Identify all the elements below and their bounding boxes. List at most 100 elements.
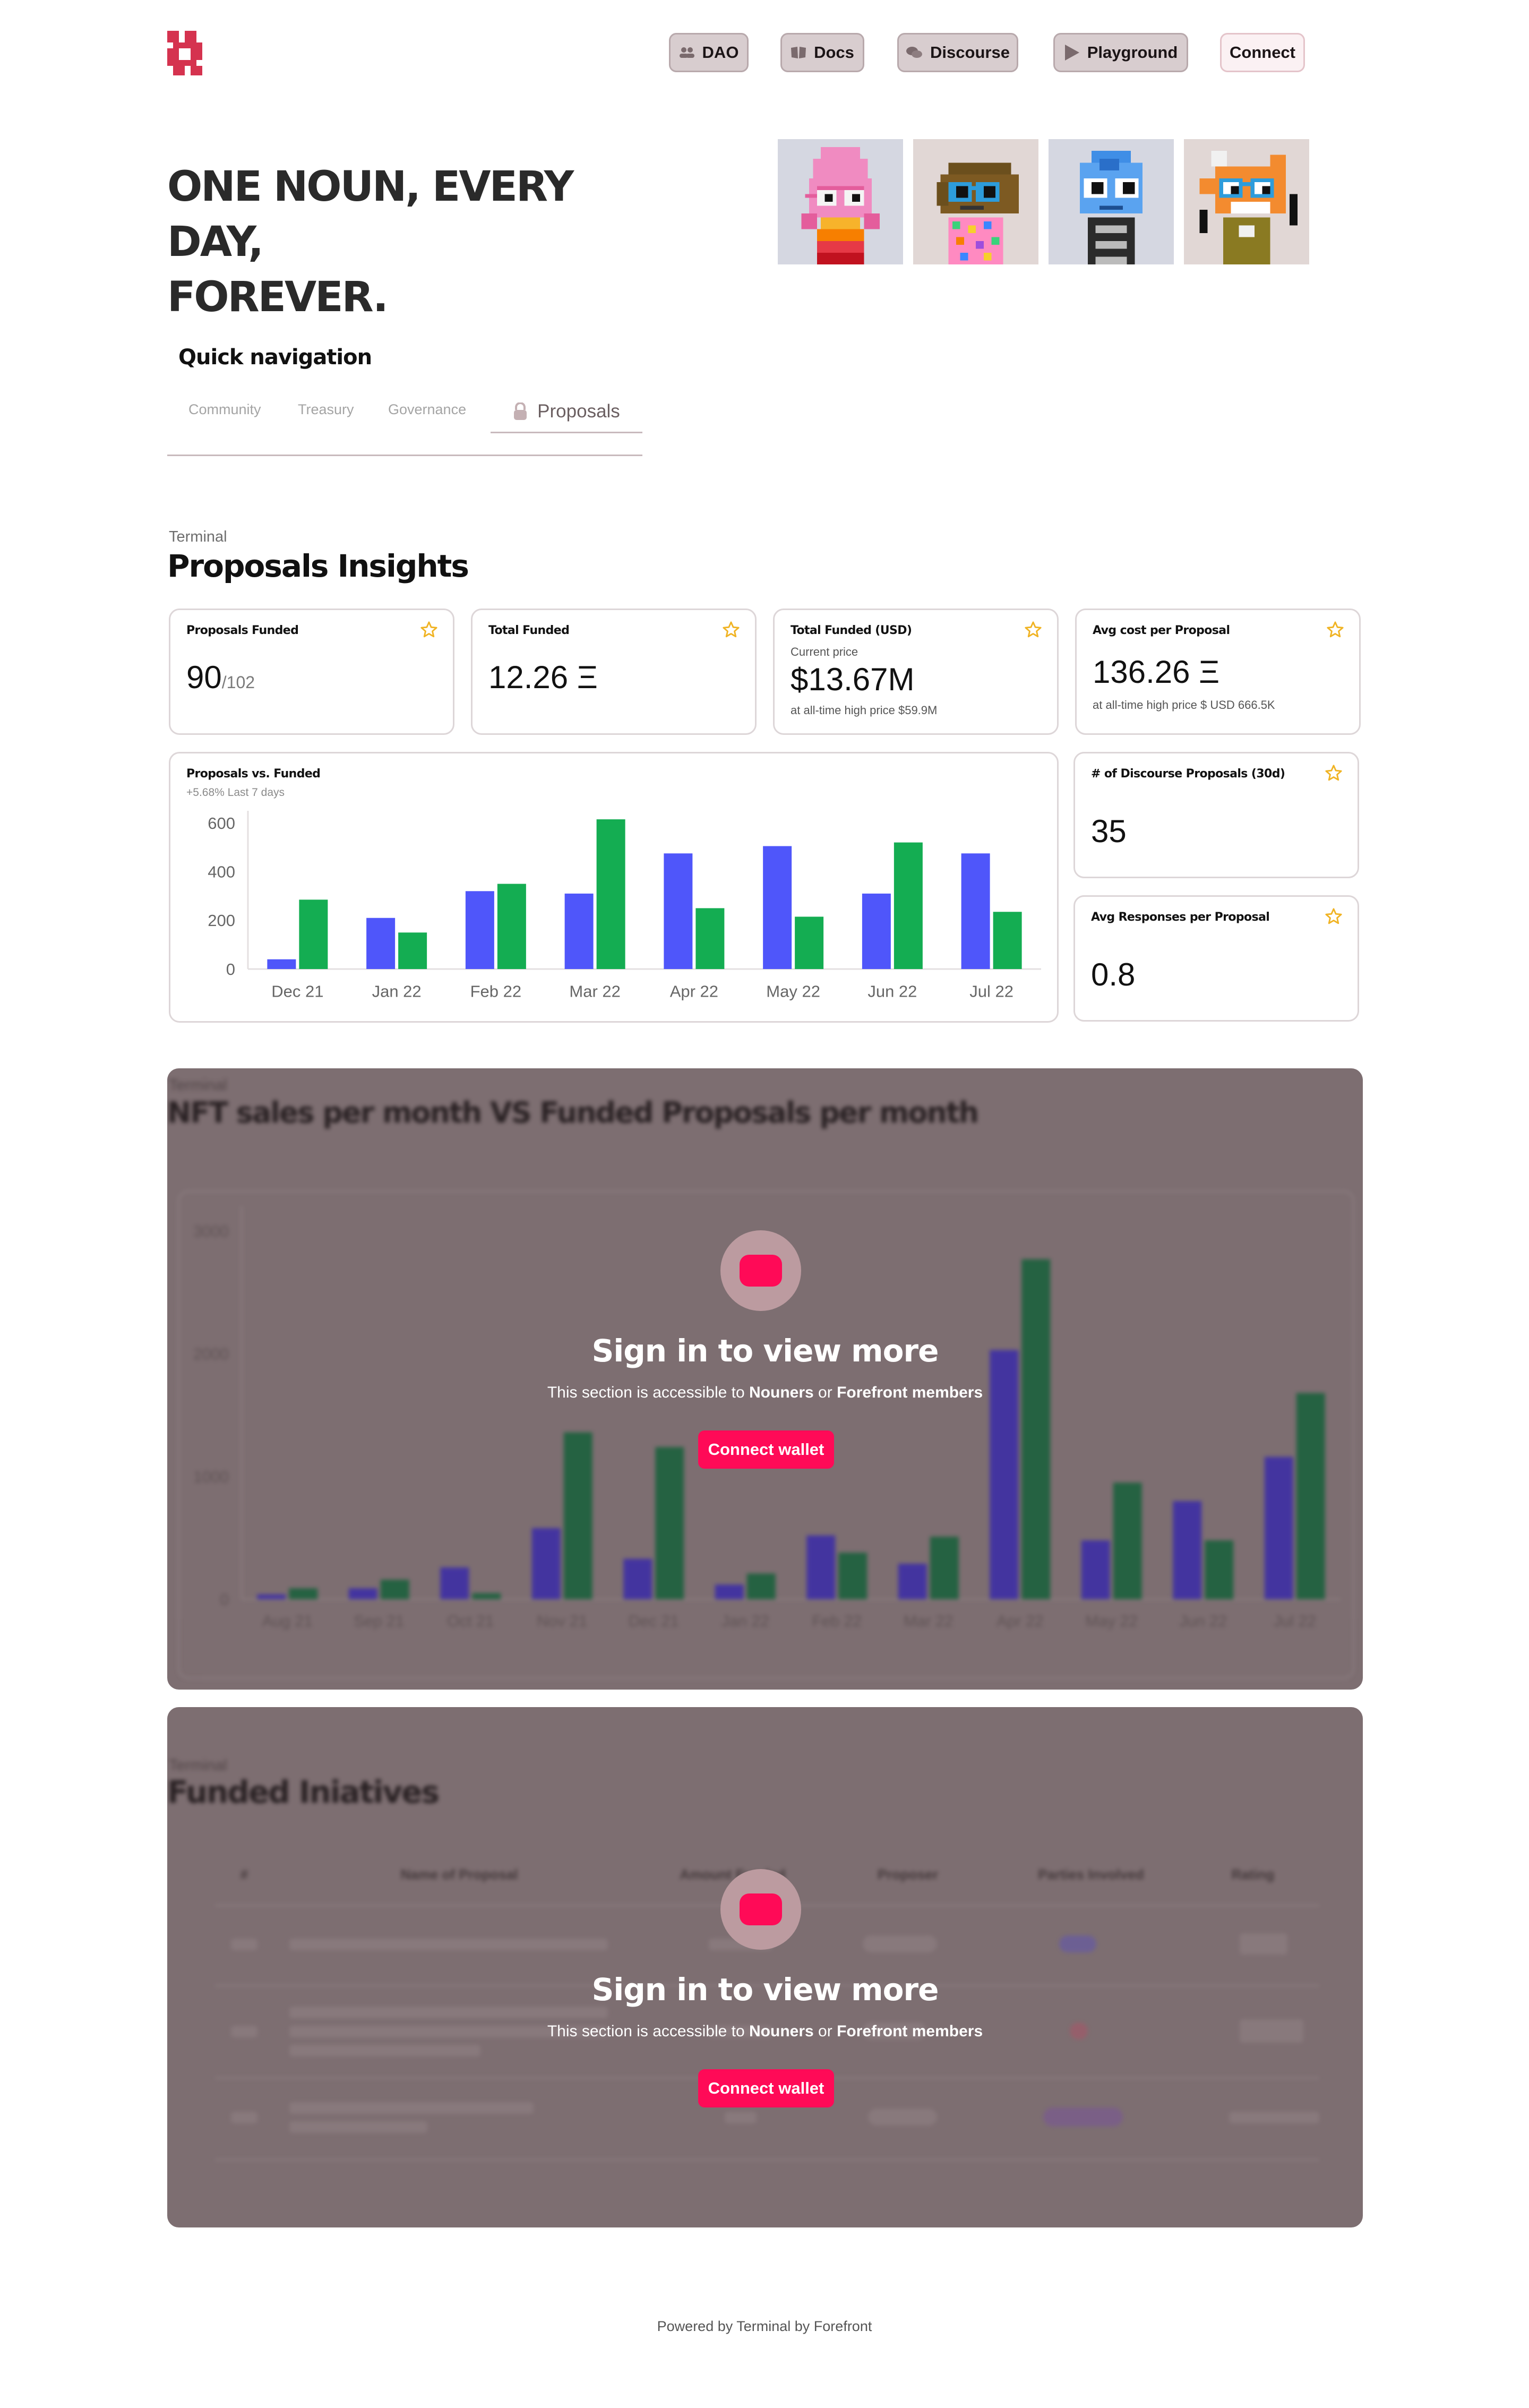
nav-discourse-button[interactable]: Discourse [897,33,1018,72]
users-icon [679,47,694,58]
bar-2-feb-22[interactable] [838,1553,867,1599]
bar-2-feb-22[interactable] [497,884,526,969]
x-tick-label: Feb 22 [812,1613,862,1630]
card-title: Avg cost per Proposal [1093,624,1230,637]
bar-2-apr-22[interactable] [1021,1259,1051,1599]
connect-button[interactable]: Connect [1220,33,1305,72]
bar-1-dec-21[interactable] [623,1558,652,1599]
hero-title-line1: ONE NOUN, EVERY DAY, [167,163,574,266]
card-title: # of Discourse Proposals (30d) [1091,767,1285,781]
card-proposals-funded: Proposals Funded 90/102 [169,609,454,735]
tab-governance[interactable]: Governance [388,401,467,417]
sign-in-or: or [818,2023,832,2040]
bar-1-jun-22[interactable] [862,893,891,969]
bar-1-jul-22[interactable] [1264,1456,1293,1599]
bar-2-oct-21[interactable] [472,1593,501,1599]
connect-label: Connect [1230,43,1295,62]
bar-2-may-22[interactable] [795,916,824,969]
tab-treasury[interactable]: Treasury [298,401,354,417]
star-icon[interactable] [1325,764,1343,782]
noun-avatar-3[interactable] [1048,139,1174,264]
star-icon[interactable] [420,621,438,639]
bar-1-aug-21[interactable] [257,1594,286,1599]
col-number: # [240,1866,248,1882]
nav-dao-button[interactable]: DAO [669,33,749,72]
bar-2-jan-22[interactable] [746,1573,776,1599]
connect-wallet-button[interactable]: Connect wallet [698,2069,834,2107]
bar-1-feb-22[interactable] [806,1535,836,1599]
sign-in-title: Sign in to view more [591,1972,939,2008]
bar-2-jan-22[interactable] [398,932,427,969]
x-tick-label: Mar 22 [904,1613,953,1630]
nouns-logo-icon[interactable] [167,31,202,75]
bar-2-nov-21[interactable] [563,1432,592,1600]
sign-in-text-prefix: This section is accessible to [547,1384,745,1401]
card-discourse-proposals: # of Discourse Proposals (30d) 35 [1073,752,1359,878]
play-icon [1064,45,1079,61]
bar-1-sep-21[interactable] [348,1588,377,1599]
card-title: Total Funded [488,624,570,637]
footer-text: Powered by Terminal by Forefront [657,2318,872,2334]
bar-1-feb-22[interactable] [465,891,494,969]
bar-1-dec-21[interactable] [267,959,296,969]
bar-2-aug-21[interactable] [289,1588,318,1599]
locked-chart-title: NFT sales per month VS Funded Proposals … [167,1096,979,1129]
bar-2-jul-22[interactable] [993,912,1022,969]
star-icon[interactable] [722,621,740,639]
bar-1-apr-22[interactable] [664,853,693,969]
card-value: 90/102 [186,659,255,696]
bar-1-mar-22[interactable] [564,893,594,969]
bar-2-dec-21[interactable] [299,899,328,969]
lock-icon [514,402,527,420]
bar-1-oct-21[interactable] [440,1567,469,1599]
tab-community[interactable]: Community [188,401,261,417]
connect-wallet-button[interactable]: Connect wallet [698,1430,834,1469]
y-tick-label: 0 [220,1591,229,1609]
x-tick-label: Feb 22 [470,982,522,1001]
bar-2-dec-21[interactable] [655,1447,684,1599]
bar-1-jul-22[interactable] [961,853,990,969]
bar-2-may-22[interactable] [1113,1482,1142,1599]
bar-2-jun-22[interactable] [894,842,923,969]
card-proposals-vs-funded-chart: Proposals vs. Funded +5.68% Last 7 days … [169,752,1059,1023]
bar-2-mar-22[interactable] [930,1537,959,1599]
bar-1-may-22[interactable] [763,846,792,969]
noun-avatar-4[interactable] [1183,139,1310,264]
bar-1-jan-22[interactable] [366,918,396,969]
noun-avatar-1[interactable] [777,139,904,264]
bar-2-apr-22[interactable] [695,908,725,969]
nav-playground-button[interactable]: Playground [1053,33,1188,72]
lock-icon [740,1893,782,1925]
bar-1-may-22[interactable] [1081,1540,1110,1599]
card-caption: Current price [791,645,858,658]
nav-discourse-label: Discourse [930,43,1010,62]
y-tick-label: 0 [226,960,235,979]
x-tick-label: Sep 21 [354,1613,404,1630]
card-total-funded-usd: Total Funded (USD) Current price $13.67M… [773,609,1059,735]
locked-table-title: Funded Iniatives [167,1774,440,1810]
proposals-vs-funded-chart: 0 200 400 600 Dec 21 Jan 22 Feb 22 Mar 22 Apr 22… [208,811,1041,1001]
star-icon[interactable] [1024,621,1042,639]
bar-2-sep-21[interactable] [380,1580,409,1599]
bar-1-mar-22[interactable] [898,1563,927,1599]
bar-2-jul-22[interactable] [1296,1393,1325,1600]
lock-icon [740,1255,782,1287]
locked-chart-label: Terminal [169,1077,227,1094]
bar-1-jan-22[interactable] [715,1584,744,1599]
star-icon[interactable] [1325,907,1343,926]
bar-1-nov-21[interactable] [531,1528,561,1599]
star-icon[interactable] [1326,621,1344,639]
card-value: 35 [1091,813,1127,849]
nav-docs-button[interactable]: Docs [780,33,864,72]
noun-avatar-2[interactable] [913,139,1039,264]
bar-2-jun-22[interactable] [1205,1540,1234,1599]
tab-proposals[interactable]: Proposals [491,391,642,433]
bar-1-jun-22[interactable] [1173,1501,1202,1599]
insights-section-title: Proposals Insights [167,548,469,584]
card-title: Total Funded (USD) [791,624,912,637]
col-proposer: Proposer [877,1866,939,1882]
x-tick-label: Dec 21 [271,982,323,1001]
bar-1-apr-22[interactable] [990,1350,1019,1599]
lock-icon-circle [720,1869,801,1950]
bar-2-mar-22[interactable] [596,819,625,969]
